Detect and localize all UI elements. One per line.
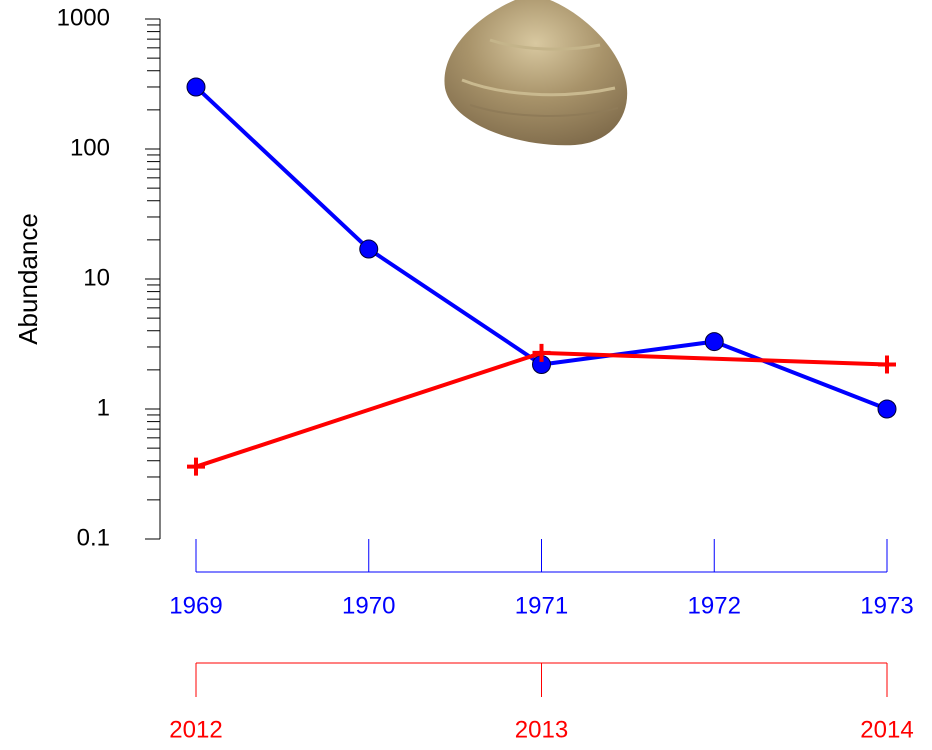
x2-tick-label: 2014 [860, 716, 913, 743]
x-tick-label: 1972 [688, 592, 741, 619]
point [877, 399, 897, 419]
y-tick-label: 100 [70, 134, 110, 161]
point [532, 343, 551, 362]
y-tick-label: 1000 [57, 4, 110, 31]
y-tick-label: 1 [97, 394, 110, 421]
y-tick-label: 0.1 [77, 524, 110, 551]
x-tick-label: 1969 [169, 592, 222, 619]
x-tick-label: 1971 [515, 592, 568, 619]
point [359, 239, 379, 259]
y-axis-label: Abundance [13, 213, 43, 345]
x2-tick-label: 2013 [515, 716, 568, 743]
point [186, 77, 206, 97]
shell-image [444, 0, 628, 146]
x2-tick-label: 2012 [169, 716, 222, 743]
point [704, 332, 724, 352]
point [878, 355, 896, 374]
x-tick-label: 1973 [860, 592, 913, 619]
y-tick-label: 10 [83, 264, 110, 291]
point [187, 457, 205, 476]
x-tick-label: 1970 [342, 592, 395, 619]
